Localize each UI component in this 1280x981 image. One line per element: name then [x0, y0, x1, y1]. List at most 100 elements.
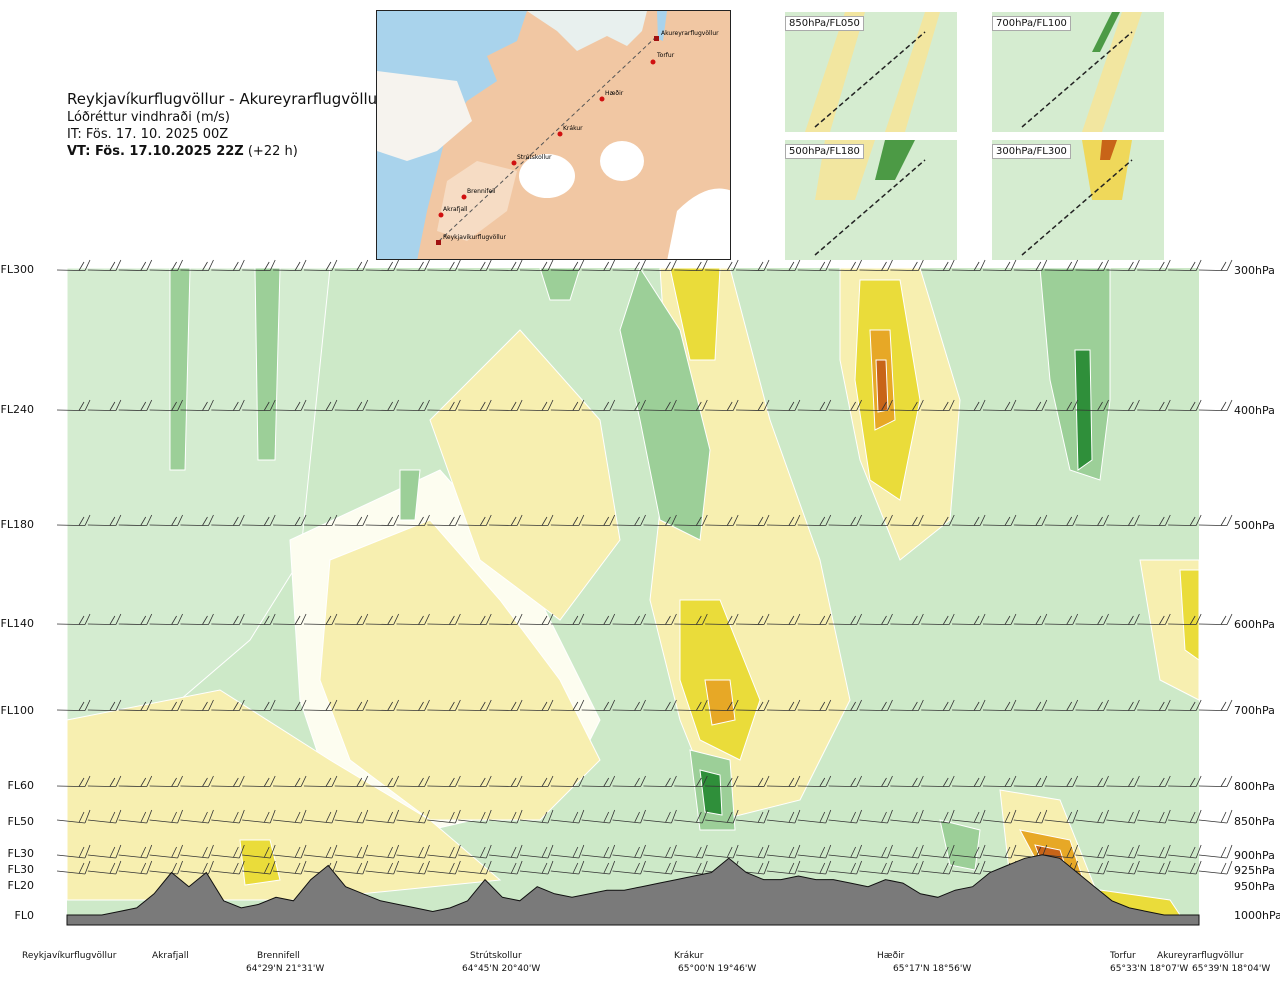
wind-barb: [705, 699, 739, 711]
wind-barb: [211, 259, 245, 271]
wind-barb: [149, 514, 183, 526]
map-label-brennifell: Brennifell: [467, 188, 496, 195]
wind-barb: [581, 844, 616, 859]
wind-barb: [87, 399, 122, 411]
wind-barb: [396, 514, 430, 526]
velocity-contour-mod_up: [1179, 569, 1200, 661]
wind-barb: [149, 613, 183, 625]
wind-barb: [859, 860, 893, 875]
wind-barb: [550, 699, 585, 711]
map-label-krakur: Krákur: [563, 125, 583, 132]
wind-barb: [427, 860, 461, 875]
wind-barb: [489, 844, 523, 859]
wind-barb: [952, 809, 986, 824]
wind-barb: [581, 860, 616, 875]
wind-barb: [921, 613, 955, 625]
wind-barb: [242, 844, 276, 859]
fl-label: FL180: [0, 518, 34, 531]
wind-barb: [1106, 613, 1140, 625]
wind-barb: [1013, 399, 1048, 411]
wind-barb: [1075, 514, 1109, 526]
wind-barb: [705, 844, 739, 859]
wind-barb: [705, 399, 739, 411]
wind-barb: [550, 399, 585, 411]
wind-barb: [458, 399, 492, 411]
wind-barb: [952, 514, 986, 526]
wind-barb: [736, 775, 770, 787]
wind-barb: [674, 699, 708, 711]
wind-barb: [211, 699, 245, 711]
wind-barb: [211, 514, 245, 526]
wind-barb: [643, 399, 677, 411]
wind-barb: [921, 775, 955, 787]
wind-barb: [736, 613, 770, 625]
wind-barb: [489, 775, 523, 787]
wind-barb: [1044, 775, 1079, 787]
wind-barb: [149, 844, 183, 859]
wind-barb: [396, 259, 430, 271]
wind-barb: [1013, 259, 1048, 271]
route-map-svg: Akureyrarflugvöllur Torfur Hæðir Krákur …: [377, 11, 730, 259]
wind-barb: [1106, 860, 1140, 875]
terrain-profile: [66, 854, 1200, 926]
wind-barb: [1168, 699, 1202, 711]
wind-barb: [766, 809, 801, 824]
wind-barb: [273, 860, 307, 875]
wind-barb: [118, 775, 153, 787]
fl-label: FL0: [14, 909, 34, 922]
wind-barb: [242, 259, 276, 271]
wind-barb: [1044, 844, 1079, 859]
fl-label: FL50: [7, 815, 34, 828]
wind-barb: [1075, 860, 1109, 875]
hpa-label: 925hPa: [1234, 864, 1275, 877]
wind-barb: [581, 699, 616, 711]
wind-barb: [427, 399, 461, 411]
wind-barb: [612, 844, 646, 859]
wind-barb: [674, 399, 708, 411]
inset-700-label: 700hPa/FL100: [992, 16, 1071, 31]
wind-barb: [87, 775, 122, 787]
wind-barb: [612, 514, 646, 526]
map-label-akureyri: Akureyrarflugvöllur: [661, 30, 719, 37]
waypoint-name: Krákur: [674, 951, 704, 961]
wind-barb: [705, 259, 739, 271]
inset-700hpa: 700hPa/FL100: [992, 12, 1164, 132]
waypoint-marker-strutskollur: [511, 160, 517, 166]
wind-barb: [1198, 860, 1233, 875]
wind-barb: [365, 259, 400, 271]
wind-barb: [921, 399, 955, 411]
waypoint-coord: 65°39'N 18°04'W: [1192, 964, 1271, 974]
map-glacier-1: [519, 154, 575, 198]
wind-barb: [56, 775, 91, 787]
wind-barb: [643, 775, 677, 787]
issue-time: IT: Fös. 17. 10. 2025 00Z: [67, 127, 229, 142]
wind-barb: [334, 613, 369, 625]
wind-barb: [1013, 699, 1048, 711]
wind-barb: [612, 613, 646, 625]
wind-barb: [519, 699, 554, 711]
wind-barb: [458, 860, 492, 875]
wind-barb: [149, 775, 183, 787]
wind-barb: [890, 699, 924, 711]
wind-barb: [921, 844, 955, 859]
parameter-label: Lóðréttur vindhraði (m/s): [67, 110, 230, 125]
wind-barb: [1075, 259, 1109, 271]
wind-barb: [1137, 514, 1171, 526]
wind-barb: [56, 613, 91, 625]
wind-barb: [519, 399, 554, 411]
wind-barb: [859, 399, 893, 411]
fl-label: FL30: [7, 847, 34, 860]
wind-barb: [365, 399, 400, 411]
wind-barb: [766, 613, 801, 625]
wind-barb: [1137, 844, 1171, 859]
inset-850hpa: 850hPa/FL050: [785, 12, 957, 132]
wind-barb: [489, 399, 523, 411]
wind-barb: [643, 514, 677, 526]
map-lowland: [377, 71, 472, 161]
wind-barb: [1106, 809, 1140, 824]
waypoint-name: Hæðir: [877, 951, 905, 961]
waypoint-coord: 65°33'N 18°07'W: [1110, 964, 1189, 974]
wind-barb: [180, 613, 214, 625]
wind-barb: [56, 514, 91, 526]
